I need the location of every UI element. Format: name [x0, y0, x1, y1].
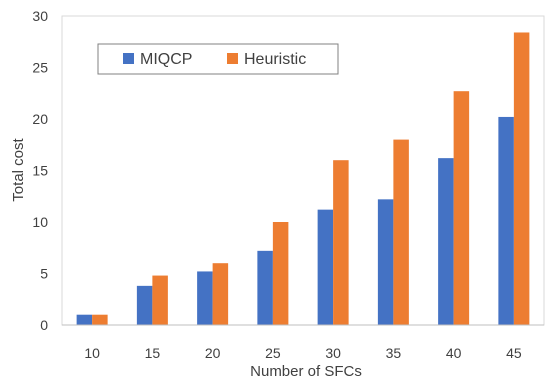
x-tick-label: 20: [205, 345, 221, 361]
x-tick-label: 25: [265, 345, 281, 361]
x-tick-label: 30: [325, 345, 341, 361]
y-tick-label: 25: [32, 60, 48, 76]
x-tick-labels: 10 15 20 25 30 35 40 45: [84, 345, 522, 361]
y-tick-label: 5: [40, 266, 48, 282]
bars-layer: [76, 32, 530, 325]
y-tick-label: 10: [32, 214, 48, 230]
legend-box: [97, 43, 339, 75]
y-tick-labels: 0 5 10 15 20 25 30: [32, 8, 48, 333]
y-tick-label: 15: [32, 163, 48, 179]
bar-miqcp-30: [317, 209, 334, 325]
y-axis-title: Total cost: [10, 137, 27, 201]
legend-swatch-heuristic: [227, 53, 238, 64]
bar-miqcp-15: [136, 285, 153, 325]
bar-heuristic-40: [453, 91, 470, 325]
y-tick-label: 20: [32, 111, 48, 127]
legend-label-heuristic: Heuristic: [244, 51, 306, 68]
bar-heuristic-20: [212, 263, 229, 325]
bar-heuristic-35: [393, 139, 409, 325]
bar-miqcp-40: [438, 158, 454, 325]
x-tick-label: 35: [386, 345, 402, 361]
bar-miqcp-35: [377, 199, 394, 325]
legend: MIQCP Heuristic: [97, 43, 339, 75]
bar-heuristic-45: [513, 32, 530, 325]
y-tick-label: 30: [32, 8, 48, 24]
bar-miqcp-10: [76, 314, 93, 325]
bar-heuristic-25: [272, 222, 289, 325]
bar-miqcp-20: [197, 271, 213, 325]
legend-swatch-miqcp: [123, 53, 134, 64]
x-tick-label: 10: [84, 345, 100, 361]
y-tick-label: 0: [40, 317, 48, 333]
legend-label-miqcp: MIQCP: [140, 51, 192, 68]
bar-miqcp-45: [498, 116, 514, 325]
x-tick-label: 40: [446, 345, 462, 361]
bar-heuristic-10: [92, 314, 108, 325]
bar-miqcp-25: [257, 250, 273, 325]
x-tick-label: 45: [506, 345, 522, 361]
x-tick-label: 15: [145, 345, 161, 361]
bar-heuristic-15: [152, 275, 168, 325]
bar-heuristic-30: [333, 160, 349, 325]
x-axis-title: Number of SFCs: [250, 363, 362, 380]
